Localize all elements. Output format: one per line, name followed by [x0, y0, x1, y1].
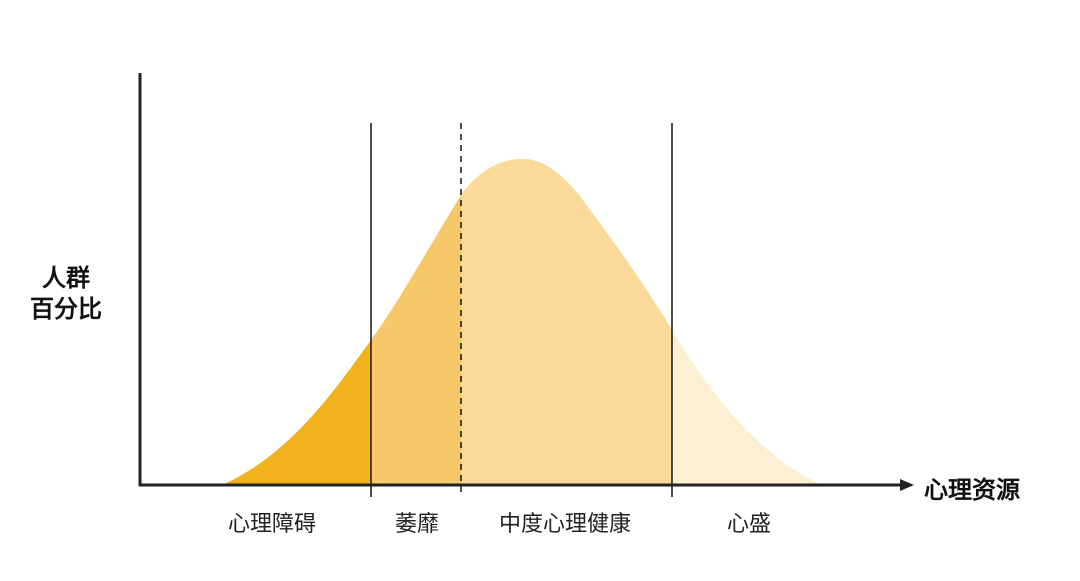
region-moderate — [461, 158, 672, 485]
region-label-languishing: 萎靡 — [394, 512, 440, 537]
region-label-disorder: 心理障碍 — [227, 512, 317, 537]
x-axis-label: 心理资源 — [924, 476, 1020, 504]
y-axis-label-line-1: 人群 — [42, 264, 90, 292]
region-label-flourishing: 心盛 — [726, 512, 772, 537]
region-disorder — [222, 340, 371, 485]
region-label-moderate: 中度心理健康 — [498, 512, 632, 537]
x-axis-arrow-icon — [900, 479, 914, 491]
region-languishing — [371, 195, 461, 485]
region-flourishing — [672, 330, 822, 485]
y-axis-label-line-2: 百分比 — [30, 295, 102, 323]
